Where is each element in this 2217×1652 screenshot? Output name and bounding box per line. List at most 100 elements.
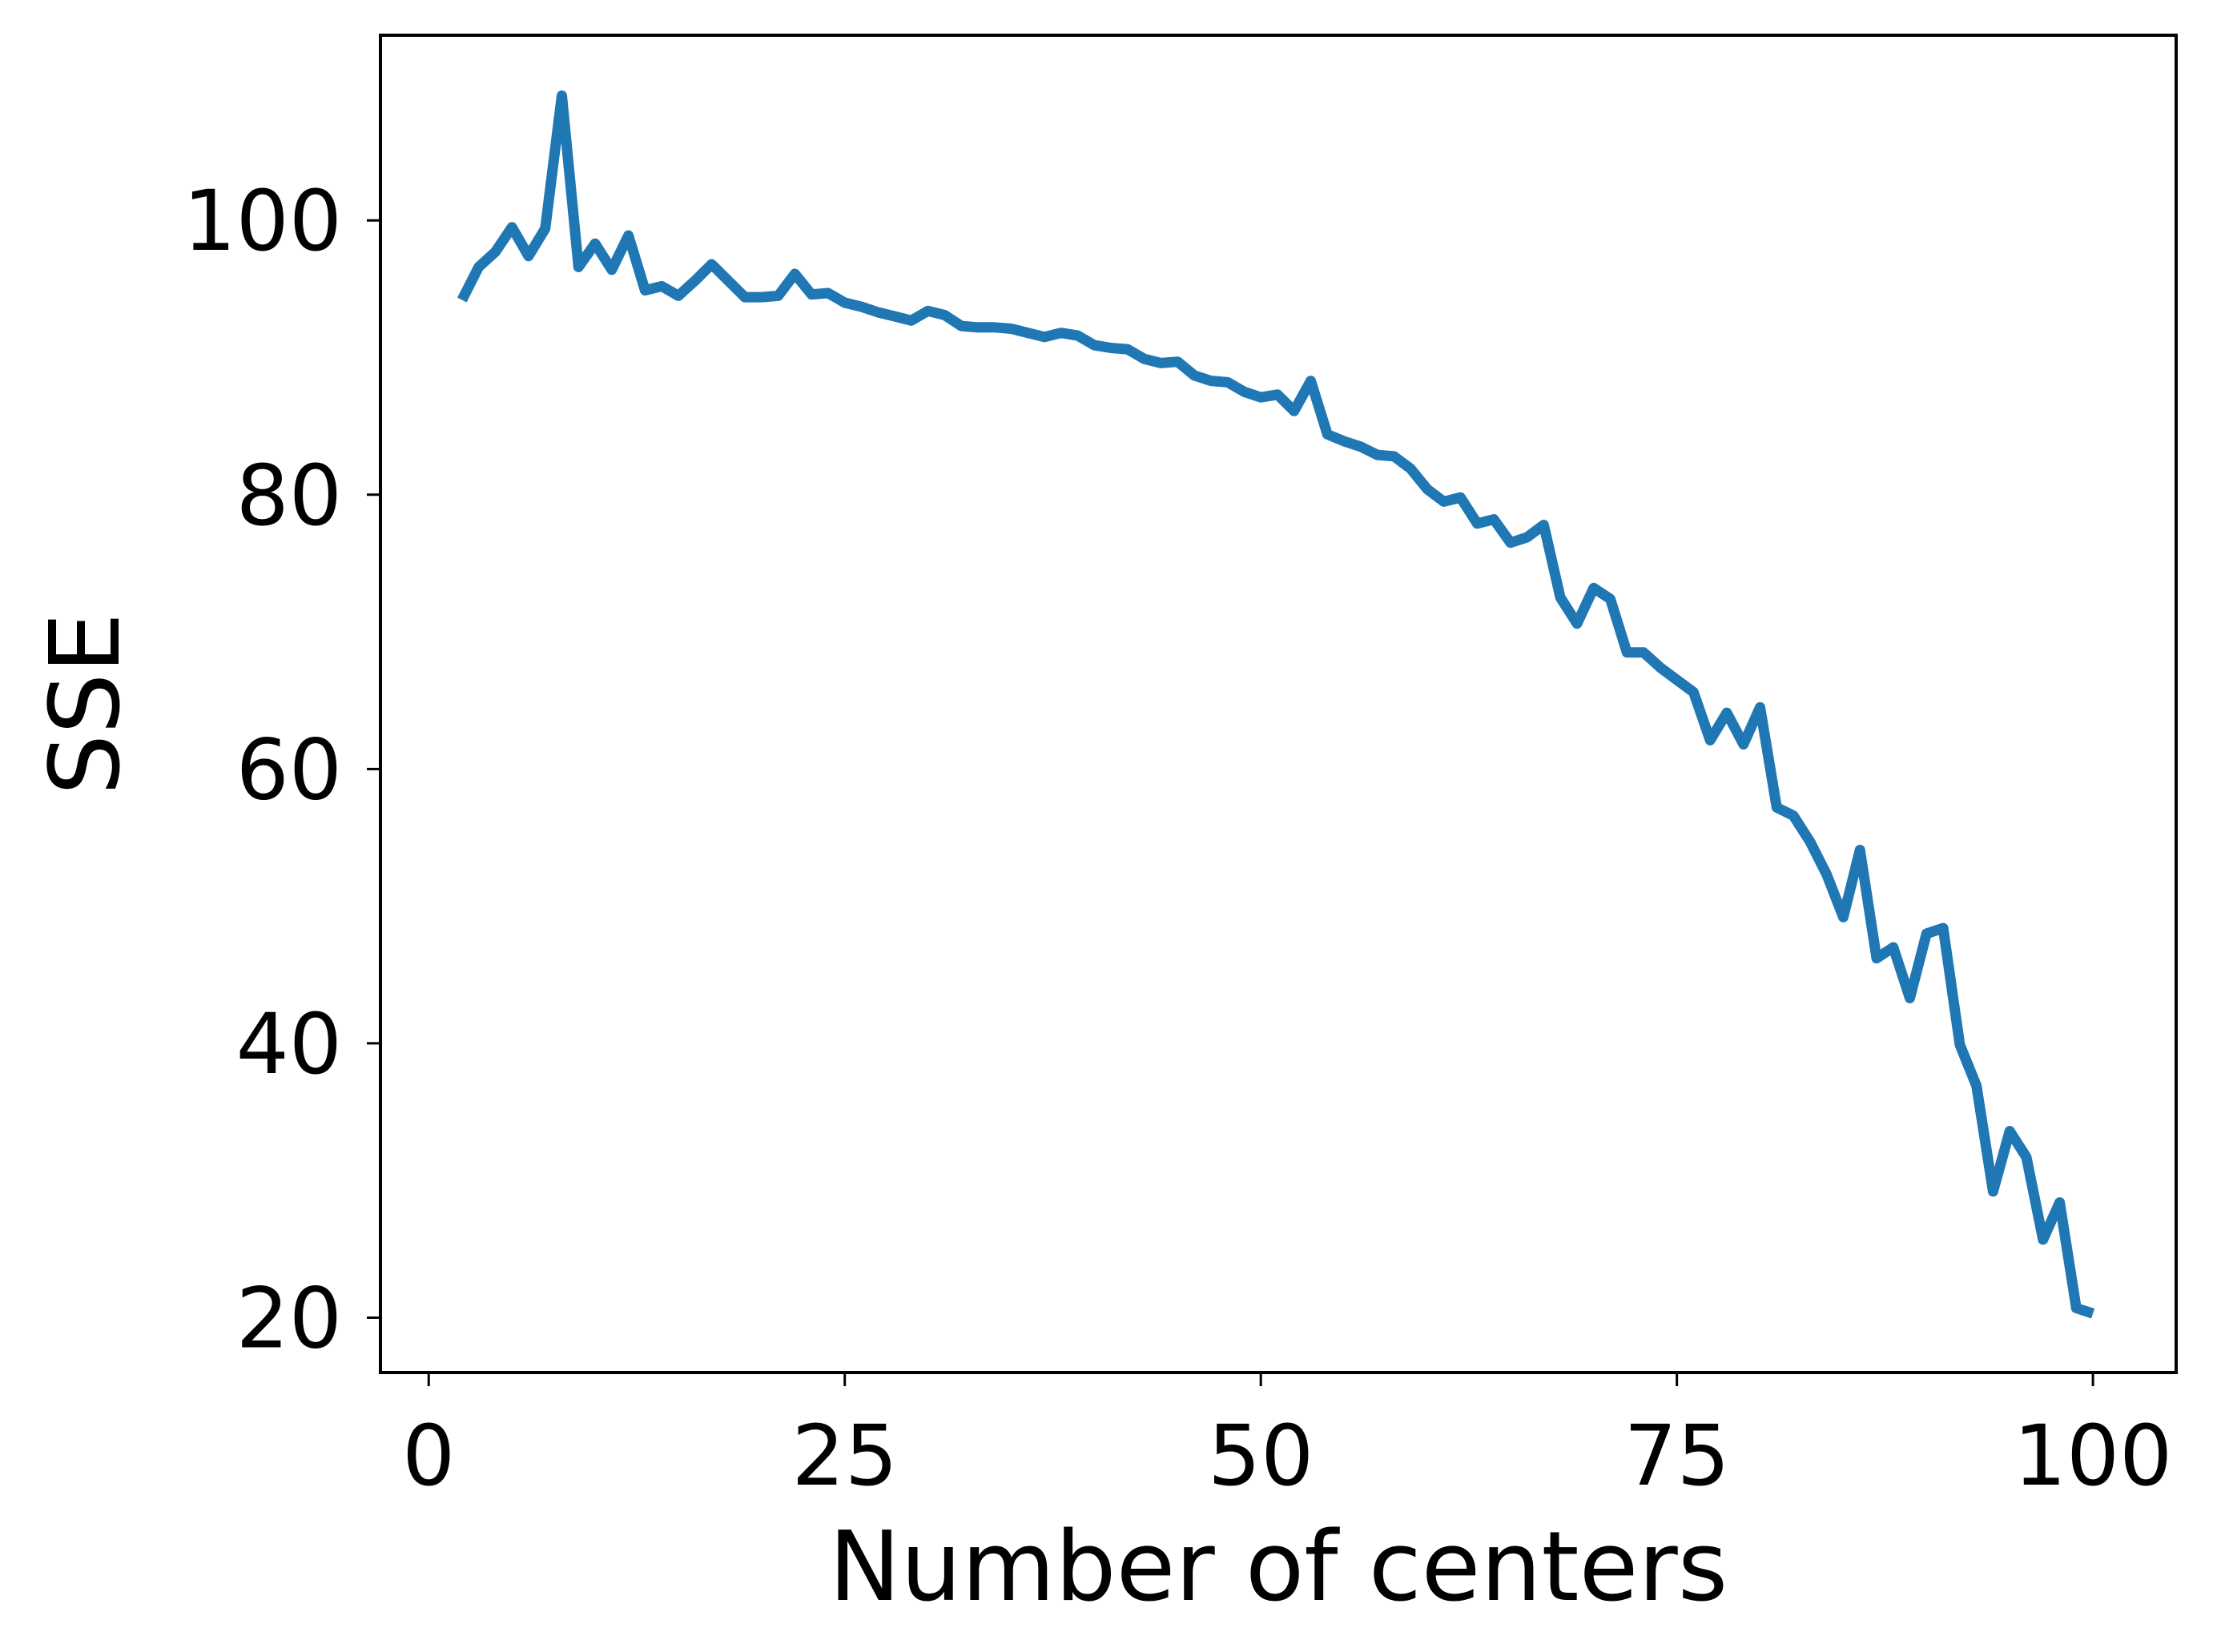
data-point-10 xyxy=(594,243,596,244)
data-point-66 xyxy=(1527,537,1528,538)
data-point-6 xyxy=(528,255,529,257)
data-point-7 xyxy=(545,228,546,230)
data-point-27 xyxy=(877,312,879,313)
y-tick-label-1: 40 xyxy=(236,995,342,1093)
data-point-23 xyxy=(811,294,812,295)
data-point-8 xyxy=(561,94,563,96)
data-point-41 xyxy=(1110,348,1112,349)
data-point-70 xyxy=(1593,587,1595,589)
data-point-51 xyxy=(1277,394,1278,396)
data-point-21 xyxy=(778,295,779,296)
y-tick-label-4: 100 xyxy=(183,172,342,270)
data-point-80 xyxy=(1760,706,1761,708)
data-point-67 xyxy=(1543,525,1544,526)
data-point-45 xyxy=(1177,361,1178,363)
x-tick-label-2: 50 xyxy=(1208,1407,1314,1505)
data-point-81 xyxy=(1776,806,1777,808)
data-point-18 xyxy=(727,280,729,282)
series-line-sse xyxy=(457,90,2095,1319)
data-point-35 xyxy=(1011,328,1012,330)
data-point-78 xyxy=(1726,712,1728,713)
data-point-99 xyxy=(2075,1308,2077,1309)
data-point-16 xyxy=(694,280,696,282)
data-point-36 xyxy=(1027,332,1028,334)
data-point-95 xyxy=(2009,1131,2010,1132)
data-point-91 xyxy=(1942,927,1944,929)
x-tick-label-4: 100 xyxy=(2014,1407,2173,1505)
data-point-79 xyxy=(1743,744,1744,746)
data-point-76 xyxy=(1692,691,1694,693)
data-point-87 xyxy=(1876,958,1877,959)
data-point-61 xyxy=(1443,500,1445,502)
data-point-69 xyxy=(1576,623,1578,625)
data-point-15 xyxy=(678,295,679,296)
x-axis-ticks: 0 25 50 75 100 xyxy=(402,1373,2172,1505)
data-point-92 xyxy=(1959,1044,1961,1046)
data-point-77 xyxy=(1709,739,1711,741)
data-point-39 xyxy=(1077,335,1079,336)
data-point-97 xyxy=(2042,1239,2044,1240)
data-point-63 xyxy=(1476,523,1478,525)
data-point-43 xyxy=(1144,358,1145,360)
data-point-33 xyxy=(977,327,979,328)
data-point-56 xyxy=(1360,446,1362,448)
data-point-44 xyxy=(1161,362,1162,364)
data-point-3 xyxy=(478,267,480,268)
data-point-89 xyxy=(1909,997,1911,999)
data-point-73 xyxy=(1643,652,1644,653)
data-point-28 xyxy=(894,316,895,317)
data-point-5 xyxy=(511,227,513,228)
data-point-37 xyxy=(1044,336,1045,338)
data-point-53 xyxy=(1310,380,1312,382)
y-axis-ticks: 20 40 60 80 100 xyxy=(183,172,380,1367)
data-point-58 xyxy=(1393,456,1394,457)
data-point-12 xyxy=(628,235,630,236)
data-point-26 xyxy=(861,306,863,307)
data-point-55 xyxy=(1343,440,1345,442)
data-point-17 xyxy=(711,263,713,265)
data-point-57 xyxy=(1377,454,1378,456)
data-point-75 xyxy=(1676,679,1678,681)
y-axis-label: SSE xyxy=(30,613,142,795)
data-point-14 xyxy=(661,285,662,287)
data-point-72 xyxy=(1626,652,1628,653)
data-point-71 xyxy=(1610,598,1611,600)
x-axis-label: Number of centers xyxy=(829,1512,1728,1623)
data-point-86 xyxy=(1859,849,1861,850)
data-point-47 xyxy=(1210,380,1212,382)
data-point-62 xyxy=(1460,496,1462,498)
data-point-48 xyxy=(1227,381,1229,383)
data-point-2 xyxy=(461,299,463,301)
data-point-49 xyxy=(1243,391,1245,392)
data-point-64 xyxy=(1493,519,1495,521)
data-point-88 xyxy=(1893,947,1894,948)
data-point-11 xyxy=(611,269,613,271)
data-point-100 xyxy=(2092,1312,2094,1314)
x-tick-label-1: 25 xyxy=(792,1407,898,1505)
data-point-98 xyxy=(2059,1202,2061,1204)
data-point-29 xyxy=(911,320,912,321)
data-point-68 xyxy=(1559,597,1561,598)
data-point-54 xyxy=(1326,433,1328,435)
data-point-34 xyxy=(994,327,996,328)
data-point-20 xyxy=(761,296,762,298)
data-point-42 xyxy=(1127,348,1129,350)
data-point-38 xyxy=(1060,332,1062,334)
data-point-85 xyxy=(1842,916,1844,918)
data-point-74 xyxy=(1660,667,1661,669)
data-point-22 xyxy=(794,273,795,275)
data-point-24 xyxy=(827,292,829,294)
x-tick-label-0: 0 xyxy=(402,1407,455,1505)
data-point-96 xyxy=(2026,1156,2027,1158)
data-point-50 xyxy=(1260,396,1261,398)
data-point-84 xyxy=(1826,874,1828,875)
data-point-82 xyxy=(1793,815,1794,817)
y-tick-label-3: 80 xyxy=(236,447,342,545)
y-tick-label-2: 60 xyxy=(236,721,342,818)
data-point-90 xyxy=(1925,933,1927,935)
data-point-32 xyxy=(960,325,962,327)
data-point-59 xyxy=(1410,468,1411,469)
data-point-46 xyxy=(1193,375,1195,376)
data-point-4 xyxy=(494,251,496,253)
